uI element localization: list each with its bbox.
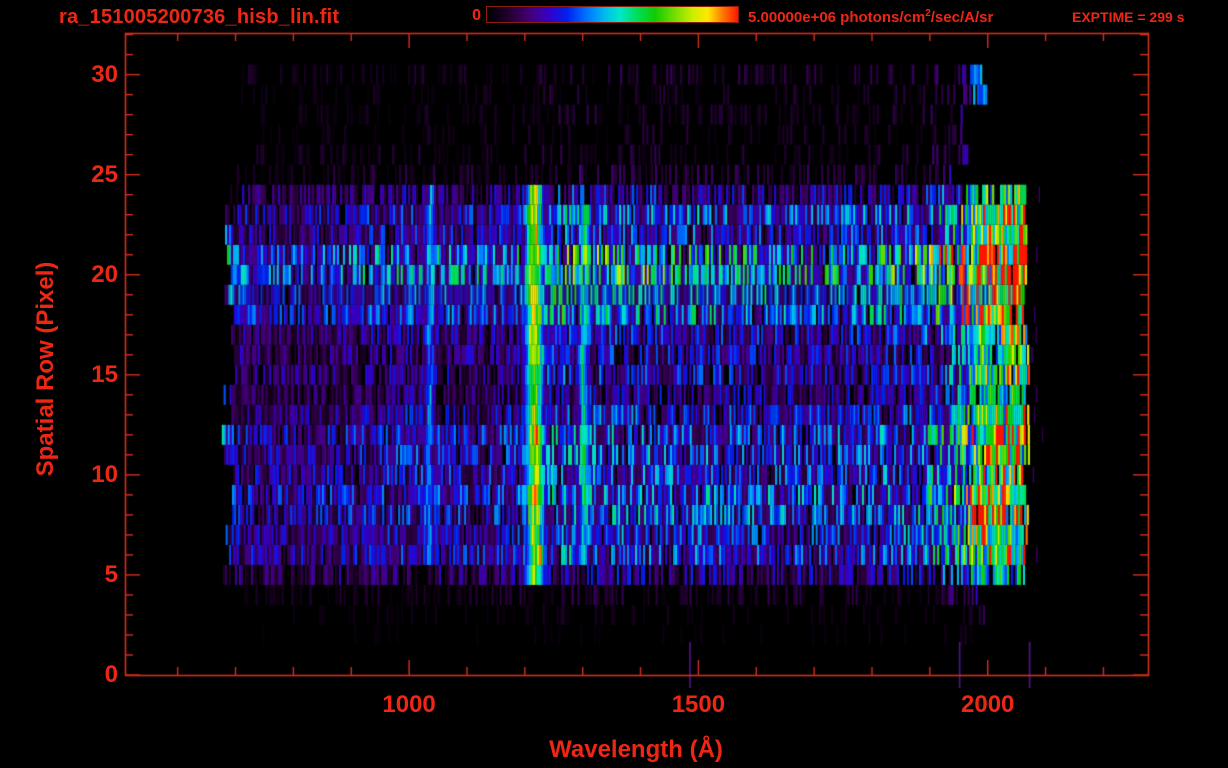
colorbar-units-superscript: 2	[925, 8, 931, 19]
colorbar-max-label: 5.00000e+06 photons/cm2/sec/A/sr	[748, 8, 993, 26]
colorbar-min-label: 0	[472, 7, 481, 24]
file-title: ra_151005200736_hisb_lin.fit	[59, 6, 340, 28]
exptime-label: EXPTIME = 299 s	[1072, 9, 1185, 25]
colorbar-max-value-units: 5.00000e+06 photons/cm	[748, 9, 926, 26]
colorbar-units-rest: /sec/A/sr	[930, 9, 994, 26]
colorbar-gradient	[486, 6, 739, 23]
y-axis-label: Spatial Row (Pixel)	[32, 261, 59, 477]
x-axis-label: Wavelength (Å)	[549, 736, 723, 763]
